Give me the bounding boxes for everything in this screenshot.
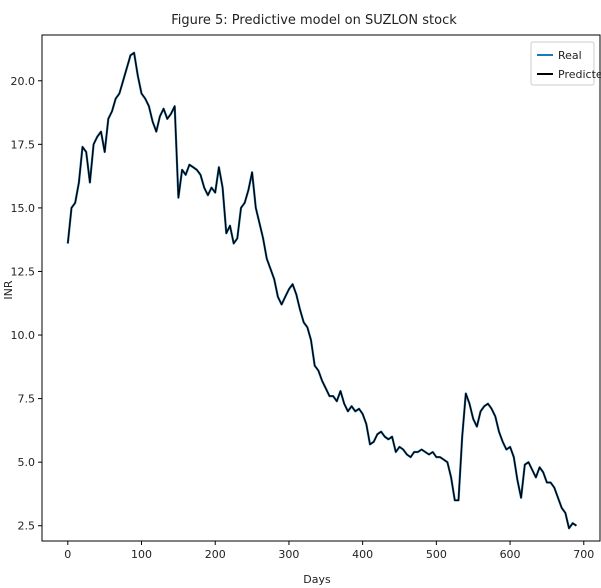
series-line-real (66, 51, 578, 530)
y-tick-label: 7.5 (18, 393, 36, 406)
x-tick-label: 500 (426, 548, 447, 561)
y-tick-label: 10.0 (11, 329, 36, 342)
y-tick-label: 5.0 (18, 456, 36, 469)
y-axis: 2.5 5.0 7.5 10.0 12.5 15.0 17.5 20.0 (11, 75, 42, 533)
x-axis-label: Days (303, 573, 331, 586)
chart-title: Figure 5: Predictive model on SUZLON sto… (171, 13, 457, 28)
x-tick-label: 300 (278, 548, 299, 561)
legend-label-real: Real (558, 49, 582, 62)
y-tick-label: 20.0 (11, 75, 36, 88)
y-axis-label: INR (2, 280, 15, 299)
x-tick-label: 700 (573, 548, 594, 561)
x-tick-label: 400 (352, 548, 373, 561)
y-tick-label: 12.5 (11, 265, 36, 278)
x-axis: 0 100 200 300 400 500 600 700 (64, 541, 594, 561)
x-tick-label: 0 (64, 548, 71, 561)
y-tick-label: 15.0 (11, 202, 36, 215)
x-tick-label: 100 (131, 548, 152, 561)
legend-label-predicted: Predicted (558, 68, 601, 81)
x-tick-label: 600 (500, 548, 521, 561)
series-layer (66, 51, 578, 530)
legend: Real Predicted (530, 41, 601, 86)
y-tick-label: 17.5 (11, 138, 36, 151)
x-tick-label: 200 (205, 548, 226, 561)
plot-frame (41, 34, 601, 542)
series-line-predicted (67, 52, 577, 529)
y-tick-label: 2.5 (18, 520, 36, 533)
